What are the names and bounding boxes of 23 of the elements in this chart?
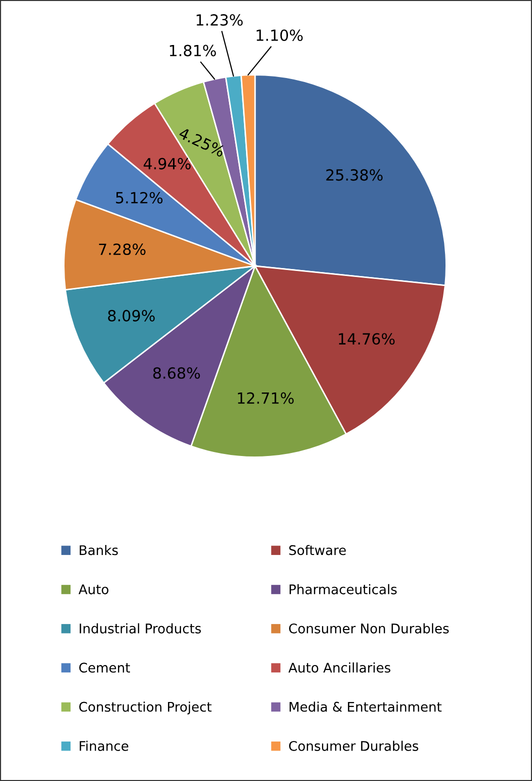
data-label: 4.94% bbox=[144, 158, 191, 170]
data-label: 8.68% bbox=[153, 367, 200, 379]
data-label: 1.23% bbox=[196, 14, 243, 26]
data-label: 1.81% bbox=[170, 44, 216, 56]
data-label: 25.38% bbox=[326, 169, 383, 181]
legend-label: Pharmaceuticals bbox=[290, 584, 397, 594]
legend-label: Finance bbox=[80, 740, 128, 751]
data-label: 7.28% bbox=[99, 244, 146, 256]
legend-label: Cement bbox=[79, 662, 130, 673]
legend-label: Media & Entertainment bbox=[290, 702, 442, 712]
legend-label: Banks bbox=[80, 544, 118, 556]
data-label: 8.09% bbox=[108, 310, 155, 322]
legend-label: Construction Project bbox=[79, 702, 212, 714]
legend-label: Software bbox=[289, 544, 346, 556]
data-label: 5.12% bbox=[116, 192, 163, 204]
data-label: 1.10% bbox=[256, 29, 303, 42]
legend-label: Consumer Durables bbox=[289, 740, 418, 751]
data-label: 12.71% bbox=[238, 392, 294, 404]
legend-label: Auto bbox=[78, 584, 108, 594]
legend-label: Industrial Products bbox=[80, 623, 201, 634]
legend-label: Consumer Non Durables bbox=[289, 623, 449, 634]
legend-label: Auto Ancillaries bbox=[288, 662, 390, 673]
data-label: 14.76% bbox=[338, 333, 395, 345]
